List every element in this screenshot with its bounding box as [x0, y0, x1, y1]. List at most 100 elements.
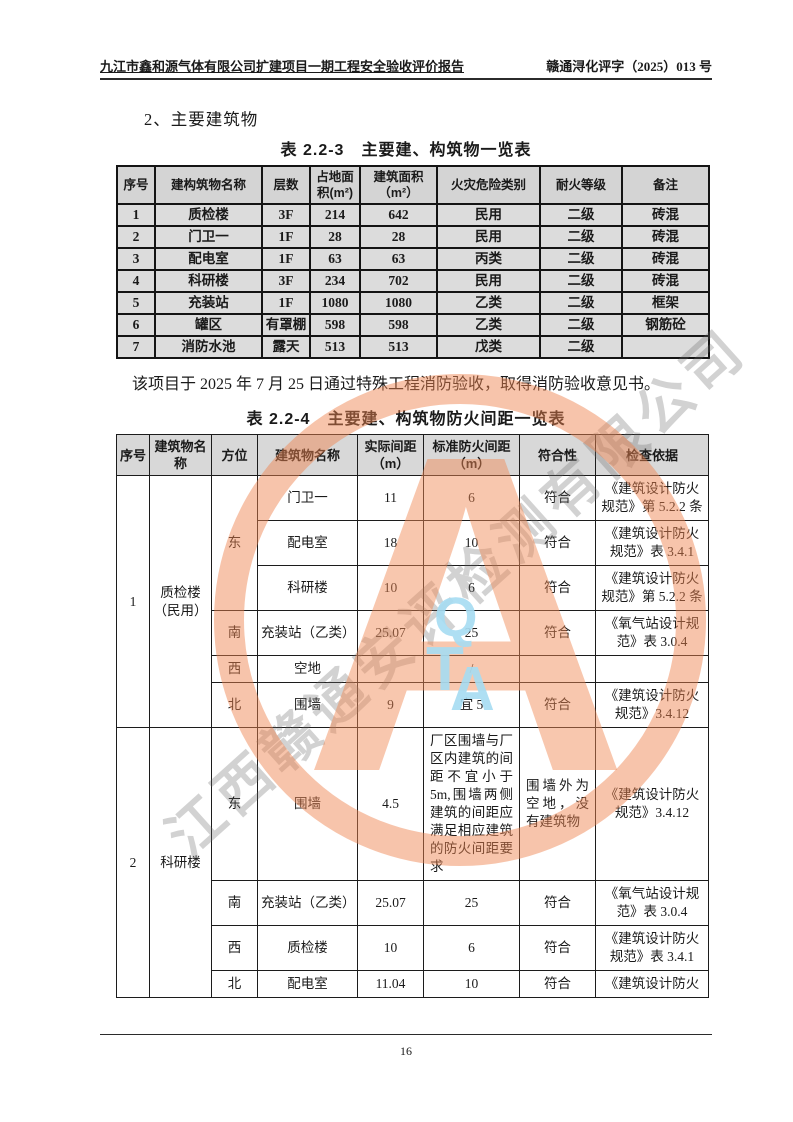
- table-cell: 二级: [539, 335, 623, 359]
- direction-cell: 南: [211, 610, 258, 656]
- table-cell: 3: [116, 247, 156, 271]
- table-cell: 有罩棚: [261, 313, 311, 337]
- table-row: 6 罐区 有罩棚 598 598 乙类 二级 钢筋砼: [116, 313, 710, 337]
- table-cell: 露天: [261, 335, 311, 359]
- column-header: 检查依据: [595, 434, 709, 476]
- target-building-cell: 充装站（乙类）: [257, 880, 358, 926]
- table-cell: 28: [359, 225, 438, 249]
- table-cell: 3F: [261, 269, 311, 293]
- table-cell: 丙类: [436, 247, 541, 271]
- target-building-cell: 门卫一: [257, 475, 358, 521]
- table-cell: 砖混: [621, 203, 710, 227]
- table-cell: 2: [116, 225, 156, 249]
- table-cell: 消防水池: [154, 335, 263, 359]
- table-cell: 63: [359, 247, 438, 271]
- building-name-cell: 质检楼（民用）: [149, 475, 212, 728]
- direction-cell: 东: [211, 475, 258, 611]
- table-cell: 4: [116, 269, 156, 293]
- actual-distance-cell: 4.5: [357, 727, 424, 881]
- table-row: 南充装站（乙类） 25.07 25 符合 《氧气站设计规范》表 3.0.4: [117, 880, 709, 926]
- table-cell: 1F: [261, 291, 311, 315]
- standard-distance-cell: 10: [423, 520, 520, 566]
- basis-cell: 《建筑设计防火: [595, 970, 709, 998]
- table-cell: 598: [359, 313, 438, 337]
- actual-distance-cell: 11.04: [357, 970, 424, 998]
- building-name-cell: 科研楼: [149, 727, 212, 998]
- column-header: 层数: [261, 165, 311, 205]
- table-cell: 罐区: [154, 313, 263, 337]
- standard-distance-cell: 6: [423, 475, 520, 521]
- table-row: 5 充装站 1F 1080 1080 乙类 二级 框架: [116, 291, 710, 315]
- page-footer: 16: [100, 1034, 712, 1059]
- column-header: 火灾危险类别: [436, 165, 541, 205]
- basis-cell: 《建筑设计防火规范》表 3.4.1: [595, 925, 709, 971]
- target-building-cell: 质检楼: [257, 925, 358, 971]
- serial-number-cell: 1: [116, 475, 150, 728]
- table-cell: 戊类: [436, 335, 541, 359]
- table-row: 北围墙 9 宜 5 符合 《建筑设计防火规范》3.4.12: [117, 682, 709, 728]
- conformity-cell: 符合: [519, 520, 596, 566]
- actual-distance-cell: 25.07: [357, 610, 424, 656]
- column-header: 符合性: [519, 434, 596, 476]
- table-cell: 1: [116, 203, 156, 227]
- target-building-cell: 围墙: [257, 727, 358, 881]
- conformity-cell: 符合: [519, 682, 596, 728]
- column-header: 占地面积(m²): [309, 165, 361, 205]
- fire-table-head: 序号 建筑物名称 方位 建筑物名称 实际间距（m） 标准防火间距（m） 符合性 检查依据: [116, 434, 709, 476]
- basis-cell: 《建筑设计防火规范》第 5.2.2 条: [595, 475, 709, 521]
- column-header: 实际间距（m）: [357, 434, 424, 476]
- table-cell: 民用: [436, 203, 541, 227]
- basis-cell: [595, 655, 709, 683]
- table-row: 西空地 /: [117, 655, 709, 683]
- direction-cell: 西: [211, 925, 258, 971]
- table-cell: 二级: [539, 247, 623, 271]
- basis-cell: 《建筑设计防火规范》3.4.12: [595, 727, 709, 881]
- direction-cell: 东: [211, 727, 258, 881]
- table-cell: 门卫一: [154, 225, 263, 249]
- table-cell: 513: [359, 335, 438, 359]
- table-cell: 二级: [539, 313, 623, 337]
- table-cell: 513: [309, 335, 361, 359]
- conformity-cell: 符合: [519, 925, 596, 971]
- table-cell: 科研楼: [154, 269, 263, 293]
- table-cell: 民用: [436, 225, 541, 249]
- conformity-cell: 符合: [519, 565, 596, 611]
- table-cell: 702: [359, 269, 438, 293]
- table-row: 4 科研楼 3F 234 702 民用 二级 砖混: [116, 269, 710, 293]
- table-cell: 二级: [539, 225, 623, 249]
- table-cell: 砖混: [621, 225, 710, 249]
- table-cell: 民用: [436, 269, 541, 293]
- table-cell: 234: [309, 269, 361, 293]
- actual-distance-cell: 9: [357, 682, 424, 728]
- target-building-cell: 配电室: [257, 520, 358, 566]
- direction-cell: 北: [211, 682, 258, 728]
- table-cell: 二级: [539, 269, 623, 293]
- conformity-cell: 围墙外为空地，没有建筑物: [519, 727, 596, 881]
- direction-cell: 北: [211, 970, 258, 998]
- report-title: 九江市鑫和源气体有限公司扩建项目一期工程安全验收评价报告: [100, 59, 465, 74]
- table-cell: 3F: [261, 203, 311, 227]
- table-row: 1 质检楼（民用）东门卫一 11 6 符合 《建筑设计防火规范》第 5.2.2 条: [116, 475, 709, 728]
- table-cell: 乙类: [436, 291, 541, 315]
- actual-distance-cell: 10: [357, 565, 424, 611]
- table-cell: [621, 335, 710, 359]
- table-row: 配电室 18 10 符合 《建筑设计防火规范》表 3.4.1: [117, 520, 709, 566]
- target-building-cell: 配电室: [257, 970, 358, 998]
- page-header: 九江市鑫和源气体有限公司扩建项目一期工程安全验收评价报告 赣通浔化评字（2025…: [100, 56, 712, 80]
- target-building-cell: 围墙: [257, 682, 358, 728]
- table-cell: 乙类: [436, 313, 541, 337]
- direction-cell: 西: [211, 655, 258, 683]
- document-number: 赣通浔化评字（2025）013 号: [546, 59, 712, 74]
- table-cell: 1080: [359, 291, 438, 315]
- table-row: 1 质检楼 3F 214 642 民用 二级 砖混: [116, 203, 710, 227]
- column-header: 序号: [116, 165, 156, 205]
- actual-distance-cell: 11: [357, 475, 424, 521]
- serial-number-cell: 2: [116, 727, 150, 998]
- actual-distance-cell: 25.07: [357, 880, 424, 926]
- basis-cell: 《建筑设计防火规范》表 3.4.1: [595, 520, 709, 566]
- column-header: 建筑物名称: [149, 434, 212, 476]
- fire-acceptance-paragraph: 该项目于 2025 年 7 月 25 日通过特殊工程消防验收，取得消防验收意见书…: [132, 376, 661, 393]
- table-row: 2 科研楼东围墙 4.5 厂区围墙与厂区内建筑的间距不宜小于 5m,围墙两侧建筑的间距…: [116, 727, 709, 998]
